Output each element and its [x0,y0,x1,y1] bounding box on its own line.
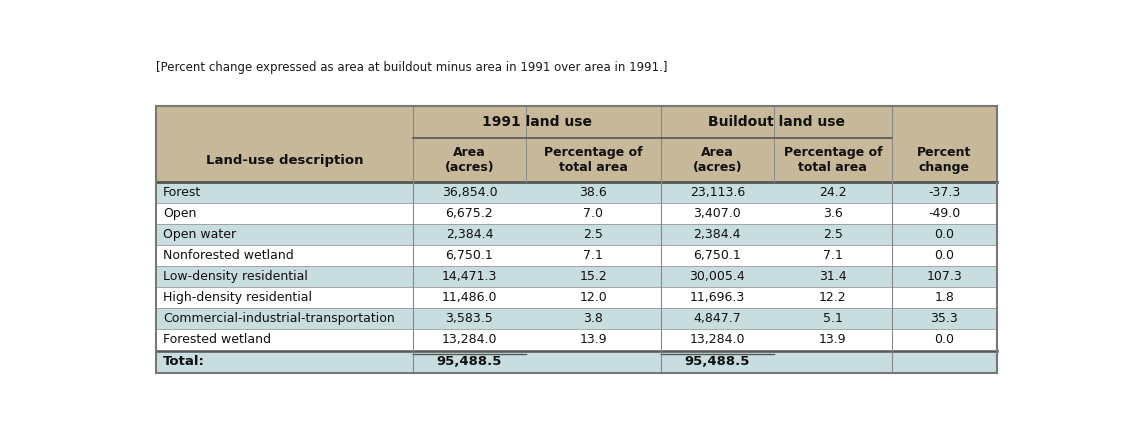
Text: 13,284.0: 13,284.0 [690,333,745,346]
Text: Buildout land use: Buildout land use [708,115,845,129]
Text: 11,486.0: 11,486.0 [442,291,497,305]
Text: Area
(acres): Area (acres) [693,146,742,174]
Text: Percent
change: Percent change [917,146,972,174]
Text: 5.1: 5.1 [824,313,843,325]
Text: 0.0: 0.0 [934,228,954,242]
Bar [156,266,997,287]
Text: Open water: Open water [163,228,236,242]
Text: Forested wetland: Forested wetland [163,333,271,346]
Text: 7.1: 7.1 [824,250,843,262]
Text: 13.9: 13.9 [819,333,847,346]
Text: High-density residential: High-density residential [163,291,312,305]
Text: 2.5: 2.5 [584,228,603,242]
Text: 3.6: 3.6 [824,207,843,220]
Text: Forest: Forest [163,186,201,199]
Text: 2.5: 2.5 [824,228,843,242]
Text: 2,384.4: 2,384.4 [694,228,741,242]
Text: Open: Open [163,207,197,220]
Text: Total:: Total: [163,355,205,368]
Text: 0.0: 0.0 [934,333,954,346]
Text: -37.3: -37.3 [928,186,961,199]
Text: [Percent change expressed as area at buildout minus area in 1991 over area in 19: [Percent change expressed as area at bui… [156,60,668,74]
Text: 12.2: 12.2 [819,291,847,305]
Text: 30,005.4: 30,005.4 [690,270,745,283]
Text: 15.2: 15.2 [579,270,608,283]
Text: 2,384.4: 2,384.4 [446,228,493,242]
Text: 13.9: 13.9 [579,333,608,346]
Text: Nonforested wetland: Nonforested wetland [163,250,294,262]
Text: 38.6: 38.6 [579,186,608,199]
Text: Percentage of
total area: Percentage of total area [544,146,642,174]
Text: -49.0: -49.0 [928,207,961,220]
Bar [156,351,997,373]
Text: 14,471.3: 14,471.3 [442,270,497,283]
Bar [156,308,997,330]
Text: 6,750.1: 6,750.1 [693,250,741,262]
Text: 24.2: 24.2 [819,186,847,199]
Bar [156,203,997,224]
Text: Commercial-industrial-transportation: Commercial-industrial-transportation [163,313,395,325]
Text: 35.3: 35.3 [930,313,958,325]
Text: Low-density residential: Low-density residential [163,270,308,283]
Text: 3,407.0: 3,407.0 [693,207,741,220]
Bar [156,224,997,245]
Text: 6,675.2: 6,675.2 [446,207,493,220]
Text: 3,583.5: 3,583.5 [446,313,493,325]
Bar [156,106,997,373]
Text: Land-use description: Land-use description [206,154,363,167]
Text: Area
(acres): Area (acres) [444,146,494,174]
Text: 23,113.6: 23,113.6 [690,186,745,199]
Text: 7.1: 7.1 [584,250,603,262]
Bar [156,182,997,203]
Bar [156,287,997,308]
Text: 6,750.1: 6,750.1 [446,250,493,262]
Text: 1991 land use: 1991 land use [482,115,592,129]
Bar [156,106,997,182]
Text: 36,854.0: 36,854.0 [442,186,497,199]
Bar [156,330,997,351]
Text: 0.0: 0.0 [934,250,954,262]
Text: 107.3: 107.3 [926,270,962,283]
Text: 95,488.5: 95,488.5 [685,355,750,368]
Text: 12.0: 12.0 [579,291,608,305]
Text: 13,284.0: 13,284.0 [442,333,497,346]
Text: Percentage of
total area: Percentage of total area [784,146,882,174]
Text: 3.8: 3.8 [584,313,603,325]
Text: 11,696.3: 11,696.3 [690,291,745,305]
Text: 1.8: 1.8 [935,291,954,305]
Text: 7.0: 7.0 [584,207,603,220]
Bar [156,245,997,266]
Text: 4,847.7: 4,847.7 [693,313,741,325]
Text: 31.4: 31.4 [819,270,847,283]
Text: 95,488.5: 95,488.5 [436,355,502,368]
